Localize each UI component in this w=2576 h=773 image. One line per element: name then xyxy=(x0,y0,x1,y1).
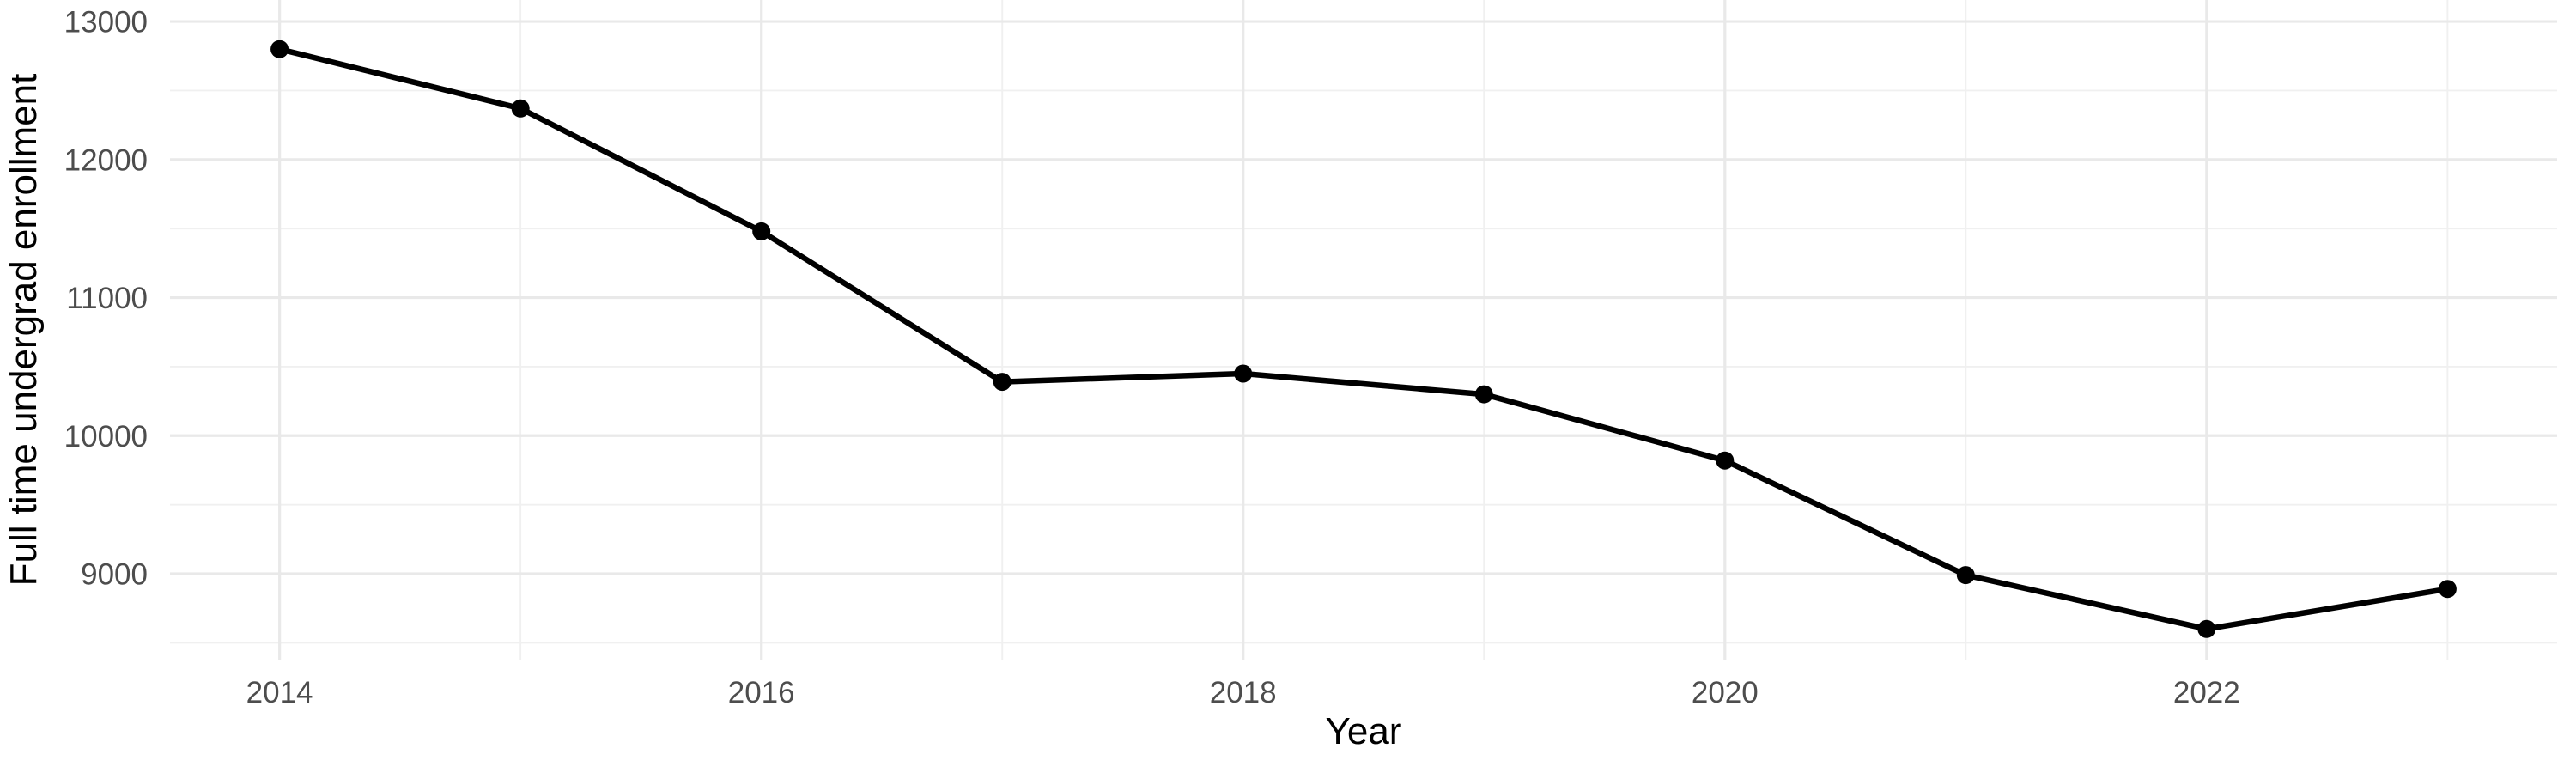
data-point xyxy=(993,373,1012,392)
gridlines-major xyxy=(170,0,2557,660)
x-tick-label: 2022 xyxy=(2173,676,2240,709)
y-axis-title: Full time undergrad enrollment xyxy=(3,74,45,587)
x-tick-label: 2014 xyxy=(246,676,313,709)
data-point xyxy=(511,99,530,118)
data-point xyxy=(2438,580,2457,599)
y-axis-tick-labels: 13000 12000 11000 10000 9000 xyxy=(64,6,148,592)
enrollment-series xyxy=(270,40,2457,638)
series-line xyxy=(278,46,2448,632)
x-axis-tick-labels: 2014 2016 2018 2020 2022 xyxy=(246,676,2240,709)
data-point xyxy=(752,222,771,240)
y-tick-label: 13000 xyxy=(64,6,148,40)
data-point xyxy=(270,40,289,58)
data-point xyxy=(1234,364,1253,383)
x-tick-label: 2018 xyxy=(1210,676,1277,709)
data-point xyxy=(1716,451,1735,470)
data-point xyxy=(1956,566,1975,585)
x-tick-label: 2016 xyxy=(728,676,795,709)
y-tick-label: 9000 xyxy=(81,558,148,592)
y-tick-label: 12000 xyxy=(64,143,148,177)
x-tick-label: 2020 xyxy=(1692,676,1759,709)
x-axis-title: Year xyxy=(1326,710,1402,752)
gridlines-minor xyxy=(170,0,2557,660)
data-point xyxy=(2197,619,2216,638)
data-point xyxy=(1474,385,1493,404)
y-tick-label: 10000 xyxy=(64,420,148,453)
y-tick-label: 11000 xyxy=(66,282,148,315)
